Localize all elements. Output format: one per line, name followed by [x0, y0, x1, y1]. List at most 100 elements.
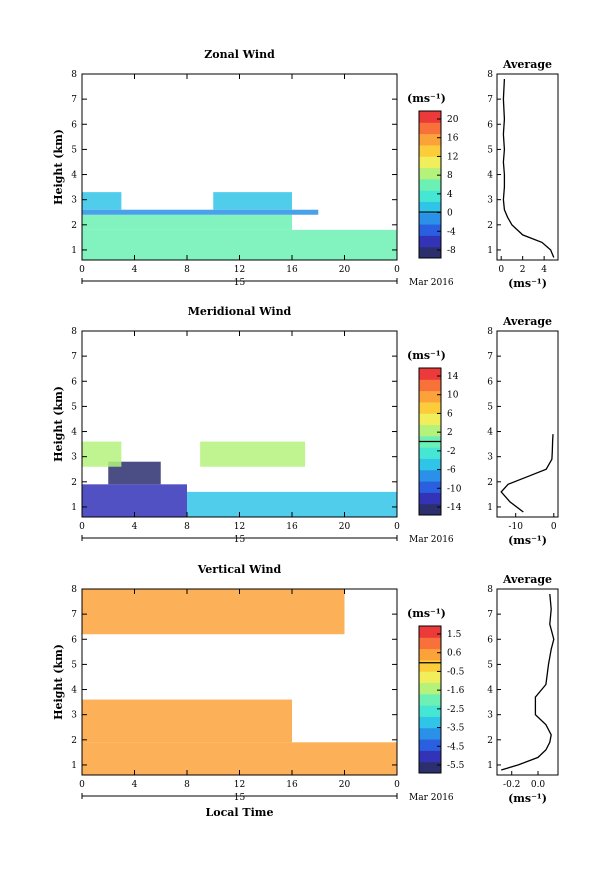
colorbar-swatch [419, 212, 441, 225]
y-tick-label: 2 [71, 478, 77, 488]
x-tick-label: 8 [184, 265, 190, 275]
y-tick-label: 7 [71, 610, 77, 620]
y-tick-label: 2 [71, 736, 77, 746]
colorbar-tick-label: -5.5 [447, 761, 465, 771]
x-tick-label: 8 [184, 780, 190, 790]
date-month: Mar 2016 [409, 535, 454, 545]
avg-y-tick-label: 4 [487, 428, 493, 438]
avg-title: Average [502, 315, 552, 328]
heatmap-cell [82, 229, 397, 260]
colorbar-tick-label: -3.5 [447, 724, 465, 734]
y-tick-label: 5 [71, 402, 77, 412]
colorbar-swatch [419, 167, 441, 180]
heatmap-cell [82, 209, 319, 215]
heatmap-cells [82, 192, 397, 260]
colorbar-swatch [419, 761, 441, 774]
x-tick-label: 0 [79, 780, 85, 790]
colorbar-swatch [419, 401, 441, 414]
colorbar-swatch [419, 503, 441, 516]
avg-title: Average [502, 573, 552, 586]
heatmap-cell [82, 589, 345, 635]
avg-profile-line [502, 78, 555, 258]
y-axis-label: Height (km) [52, 386, 65, 462]
colorbar-swatch [419, 111, 441, 123]
x-tick-label: 20 [339, 265, 351, 275]
avg-y-tick-label: 3 [487, 196, 493, 206]
colorbar-swatch [419, 368, 441, 380]
y-tick-label: 5 [71, 660, 77, 670]
avg-y-tick-label: 1 [487, 246, 493, 256]
x-tick-label: 4 [132, 780, 138, 790]
date-month: Mar 2016 [409, 278, 454, 288]
x-tick-label: 0 [394, 522, 400, 532]
avg-y-tick-label: 6 [487, 120, 493, 130]
avg-y-tick-label: 8 [487, 585, 493, 595]
colorbar-swatch [419, 246, 441, 259]
avg-y-tick-label: 3 [487, 453, 493, 463]
colorbar-swatch [419, 201, 441, 214]
x-tick-label: 12 [234, 780, 245, 790]
x-tick-label: 16 [286, 265, 298, 275]
colorbar-tick-label: -1.6 [447, 686, 465, 696]
y-tick-label: 4 [71, 428, 77, 438]
colorbar-tick-label: 20 [447, 115, 459, 125]
colorbar-unit: (ms⁻¹) [407, 92, 446, 105]
y-tick-label: 2 [71, 221, 77, 231]
y-tick-label: 1 [71, 246, 77, 256]
avg-profile-line [500, 434, 554, 513]
heatmap-cell [82, 441, 122, 467]
y-tick-label: 3 [71, 196, 77, 206]
avg-title: Average [502, 58, 552, 71]
avg-y-tick-label: 1 [487, 761, 493, 771]
heatmap-cell [82, 699, 292, 743]
y-tick-label: 8 [71, 70, 77, 80]
avg-y-tick-label: 6 [487, 635, 493, 645]
avg-y-tick-label: 7 [487, 610, 493, 620]
date-month: Mar 2016 [409, 793, 454, 803]
avg-frame [496, 73, 559, 261]
avg-y-tick-label: 3 [487, 711, 493, 721]
colorbar-tick-label: -6 [447, 466, 456, 476]
avg-x-tick-label: 4 [541, 265, 547, 275]
colorbar-swatch [419, 235, 441, 248]
colorbar-swatch [419, 637, 441, 650]
colorbar-swatch [419, 705, 441, 717]
colorbar-tick-label: 12 [447, 152, 458, 162]
colorbar-swatch [419, 144, 441, 157]
colorbar-swatch [419, 481, 441, 493]
avg-x-tick-label: 0 [551, 522, 557, 532]
avg-y-tick-label: 5 [487, 660, 493, 670]
avg-y-tick-label: 2 [487, 736, 493, 746]
x-tick-label: 4 [132, 522, 138, 532]
avg-y-tick-label: 8 [487, 70, 493, 80]
x-tick-label: 0 [394, 780, 400, 790]
avg-y-tick-label: 8 [487, 327, 493, 337]
colorbar-swatch [419, 739, 441, 751]
avg-frame [496, 330, 559, 518]
heatmap-cell [82, 214, 292, 230]
colorbar-tick-label: 6 [447, 409, 453, 419]
colorbar-swatch [419, 648, 441, 661]
y-tick-label: 4 [71, 171, 77, 181]
colorbar-swatch [419, 224, 441, 236]
avg-y-tick-label: 2 [487, 221, 493, 231]
date-day: 15 [234, 793, 246, 803]
colorbar-swatch [419, 682, 441, 695]
y-tick-label: 1 [71, 503, 77, 513]
colorbar-swatch [419, 626, 441, 638]
colorbar-swatch [419, 671, 441, 684]
avg-frame [496, 588, 559, 776]
heatmap-cell [82, 192, 122, 210]
x-tick-label: 4 [132, 265, 138, 275]
colorbar-tick-label: -2 [447, 447, 456, 457]
colorbar-tick-label: -2.5 [447, 705, 465, 715]
x-tick-label: 0 [79, 522, 85, 532]
colorbar-tick-label: 4 [447, 190, 453, 200]
colorbar-swatch [419, 716, 441, 729]
colorbar-tick-label: 1.5 [447, 630, 462, 640]
y-tick-label: 3 [71, 453, 77, 463]
colorbar-unit: (ms⁻¹) [407, 607, 446, 620]
